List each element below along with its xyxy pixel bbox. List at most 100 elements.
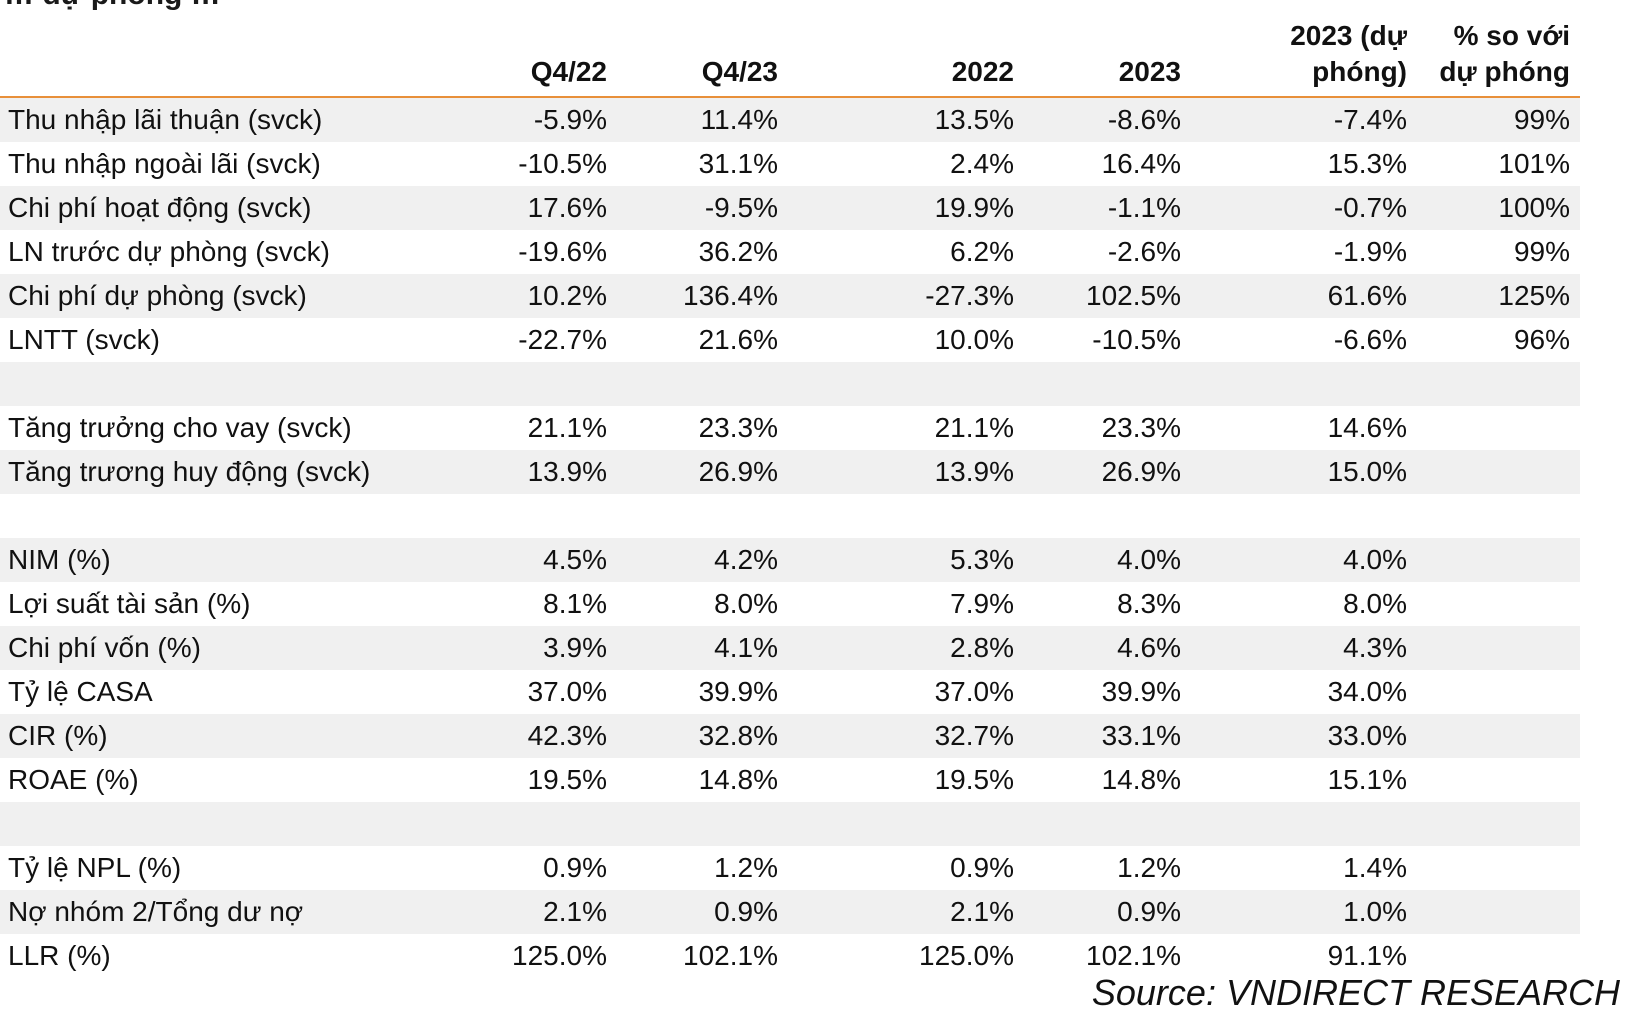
table-row: Tăng trương huy động (svck) 13.9% 26.9% 13.… (0, 450, 1580, 494)
table-cell: -2.6% (1107, 236, 1181, 267)
table-cell: 37.0% (527, 676, 607, 707)
table-cell: 33.0% (1327, 720, 1407, 751)
table-cell: 125.0% (919, 940, 1014, 971)
table-cell: 7.9% (950, 588, 1014, 619)
table-cell: 102.1% (1086, 940, 1181, 971)
row-label: Nợ nhóm 2/Tổng dư nợ (8, 896, 304, 927)
table-cell: 14.8% (698, 764, 778, 795)
table-cell: 101% (1498, 148, 1570, 179)
table-cell: 0.9% (543, 852, 607, 883)
row-label: CIR (%) (8, 720, 108, 751)
table-cell: 8.1% (543, 588, 607, 619)
row-label: Chi phí vốn (%) (8, 632, 201, 663)
table-cell: -6.6% (1333, 324, 1407, 355)
table-row: Chi phí hoạt động (svck) 17.6% -9.5% 19.9% -… (0, 186, 1580, 230)
table-cell: 0.9% (950, 852, 1014, 883)
table-cell: 15.3% (1327, 148, 1407, 179)
row-label: ROAE (%) (8, 764, 139, 795)
table-cell: 99% (1513, 104, 1570, 135)
header-2023: 2023 (1118, 56, 1181, 87)
table-cell: -10.5% (1092, 324, 1181, 355)
table-cell: 1.2% (1117, 852, 1181, 883)
table-cell: 4.0% (1343, 544, 1407, 575)
table-cell: 21.1% (934, 412, 1014, 443)
table-cell: 4.1% (714, 632, 778, 663)
table-cell: -8.6% (1107, 104, 1181, 135)
table-cell: 1.4% (1343, 852, 1407, 883)
table-row: LNTT (svck) -22.7% 21.6% 10.0% -10.5% -6.6% 96… (0, 318, 1580, 362)
table-cell: 5.3% (950, 544, 1014, 575)
table-cell: 0.9% (714, 896, 778, 927)
table-cell: 32.7% (934, 720, 1014, 751)
table-row: Chi phí dự phòng (svck) 10.2% 136.4% -27.3%… (0, 274, 1580, 318)
table-cell: 91.1% (1327, 940, 1407, 971)
table-row: Tăng trưởng cho vay (svck) 21.1% 23.3% 21.1… (0, 406, 1580, 450)
table-cell: 125.0% (512, 940, 607, 971)
table-cell: 23.3% (1101, 412, 1181, 443)
row-label: Tỷ lệ CASA (8, 676, 153, 707)
table-cell: -7.4% (1333, 104, 1407, 135)
table-cell: 23.3% (698, 412, 778, 443)
table-cell: 14.8% (1101, 764, 1181, 795)
table-cell: 15.1% (1327, 764, 1407, 795)
table-cell: 39.9% (698, 676, 778, 707)
table-cell: 13.9% (527, 456, 607, 487)
table-cell: -5.9% (533, 104, 607, 135)
table-cell: 16.4% (1101, 148, 1181, 179)
table-cell: 6.2% (950, 236, 1014, 267)
row-label: Tăng trưởng cho vay (svck) (8, 412, 352, 443)
table-cell: 31.1% (698, 148, 778, 179)
table-cell: 0.9% (1117, 896, 1181, 927)
table-cell: 36.2% (698, 236, 778, 267)
row-label: Tăng trương huy động (svck) (8, 456, 371, 487)
table-cell: 2.1% (543, 896, 607, 927)
table-title: … dự phòng … (4, 0, 221, 12)
table-cell: 21.6% (698, 324, 778, 355)
table-title-clipped: … dự phòng … (0, 0, 1626, 24)
row-label: Tỷ lệ NPL (%) (8, 852, 182, 883)
table-row: ROAE (%) 19.5% 14.8% 19.5% 14.8% 15.1% (0, 758, 1580, 802)
table-cell: 19.5% (527, 764, 607, 795)
table-cell: 4.6% (1117, 632, 1181, 663)
table-cell: 10.2% (527, 280, 607, 311)
table-cell: 61.6% (1327, 280, 1407, 311)
header-q4-23: Q4/23 (701, 56, 778, 87)
table-row: Chi phí vốn (%) 3.9% 4.1% 2.8% 4.6% 4.3% (0, 626, 1580, 670)
table-cell: 19.5% (934, 764, 1014, 795)
table-cell: 96% (1513, 324, 1570, 355)
table-cell: 2.1% (950, 896, 1014, 927)
table-cell: 8.0% (1343, 588, 1407, 619)
table-cell: 32.8% (698, 720, 778, 751)
table-cell: 17.6% (527, 192, 607, 223)
table-cell: 42.3% (527, 720, 607, 751)
table-row: LLR (%) 125.0% 102.1% 125.0% 102.1% 91.1% (0, 934, 1580, 978)
table-row: Tỷ lệ CASA 37.0% 39.9% 37.0% 39.9% 34.0% (0, 670, 1580, 714)
table-cell: 13.5% (934, 104, 1014, 135)
table-cell: 13.9% (934, 456, 1014, 487)
row-label: NIM (%) (8, 544, 111, 575)
source-note: Source: VNDIRECT RESEARCH (1091, 972, 1620, 1013)
table-row: Thu nhập ngoài lãi (svck) -10.5% 31.1% 2.4%… (0, 142, 1580, 186)
table-cell: 125% (1498, 280, 1570, 311)
table-cell: 102.1% (683, 940, 778, 971)
row-label: Chi phí hoạt động (svck) (8, 192, 312, 223)
table-cell: 8.0% (714, 588, 778, 619)
row-label: Thu nhập lãi thuận (svck) (8, 104, 323, 135)
header-q4-22: Q4/22 (530, 56, 607, 87)
table-cell: 100% (1498, 192, 1570, 223)
table-cell: 136.4% (683, 280, 778, 311)
table-cell: 37.0% (934, 676, 1014, 707)
row-label: Lợi suất tài sản (%) (8, 588, 251, 619)
table-cell: -10.5% (518, 148, 607, 179)
table-cell: 14.6% (1327, 412, 1407, 443)
table-cell: 10.0% (934, 324, 1014, 355)
table-body: Thu nhập lãi thuận (svck) -5.9% 11.4% 13.5%… (0, 98, 1580, 978)
table-cell: 34.0% (1327, 676, 1407, 707)
table-cell: 2.4% (950, 148, 1014, 179)
table-row (0, 362, 1580, 406)
table-cell: 99% (1513, 236, 1570, 267)
table-cell: -0.7% (1333, 192, 1407, 223)
results-table: Q4/22 Q4/23 2022 2023 2023 (dự phóng) % … (0, 18, 1580, 978)
table-cell: 15.0% (1327, 456, 1407, 487)
row-label: LN trước dự phòng (svck) (8, 236, 330, 267)
